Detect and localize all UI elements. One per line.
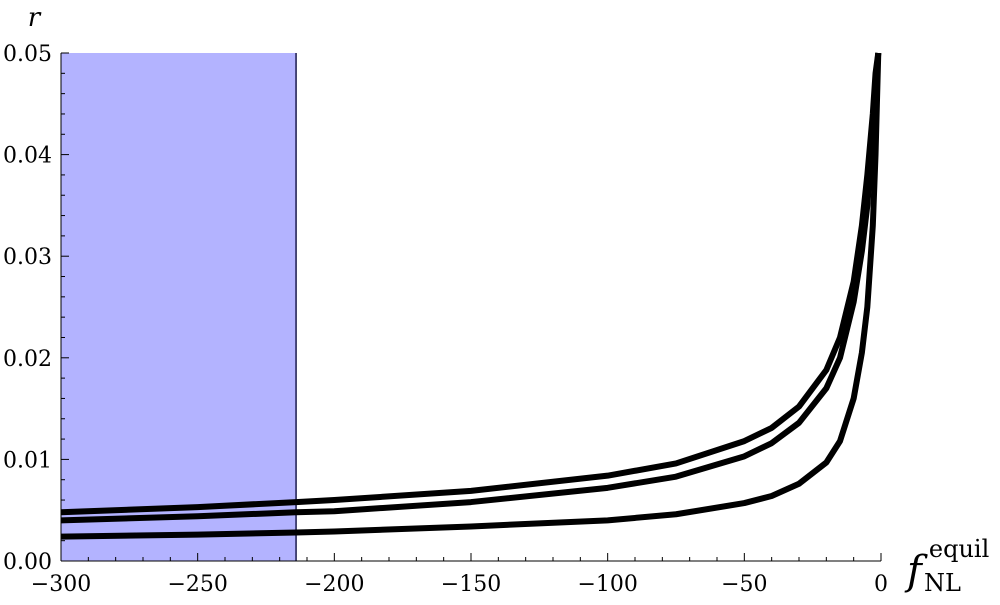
shaded-region-layer — [61, 53, 297, 561]
x-tick-label: −150 — [441, 572, 501, 597]
y-tick-label: 0.01 — [3, 448, 52, 473]
y-axis-label: r — [28, 3, 42, 33]
x-axis-label-subscript: NL — [924, 569, 961, 597]
x-tick-label: −200 — [304, 572, 364, 597]
y-tick-label: 0.02 — [3, 347, 52, 372]
y-tick-label: 0.04 — [3, 144, 52, 169]
x-tick-label: −100 — [577, 572, 637, 597]
x-tick-label: 0 — [874, 572, 888, 597]
series-line-3 — [60, 52, 882, 540]
x-tick-label: −300 — [31, 572, 91, 597]
y-tick-label: 0.05 — [3, 42, 52, 67]
y-tick-label: 0.00 — [3, 550, 52, 575]
y-tick-label: 0.03 — [3, 245, 52, 270]
x-axis-label: f equil NL — [904, 535, 994, 597]
x-axis-label-superscript: equil — [929, 535, 989, 563]
shaded-region — [61, 53, 297, 561]
axes-layer: −300 −250 −200 −150 −100 −50 0 0.00 0.01 0.02 0.03… — [3, 42, 888, 597]
x-tick-label: −250 — [167, 572, 227, 597]
series-line-2 — [60, 52, 882, 524]
series-layer — [60, 52, 882, 540]
x-tick-label: −50 — [721, 572, 767, 597]
